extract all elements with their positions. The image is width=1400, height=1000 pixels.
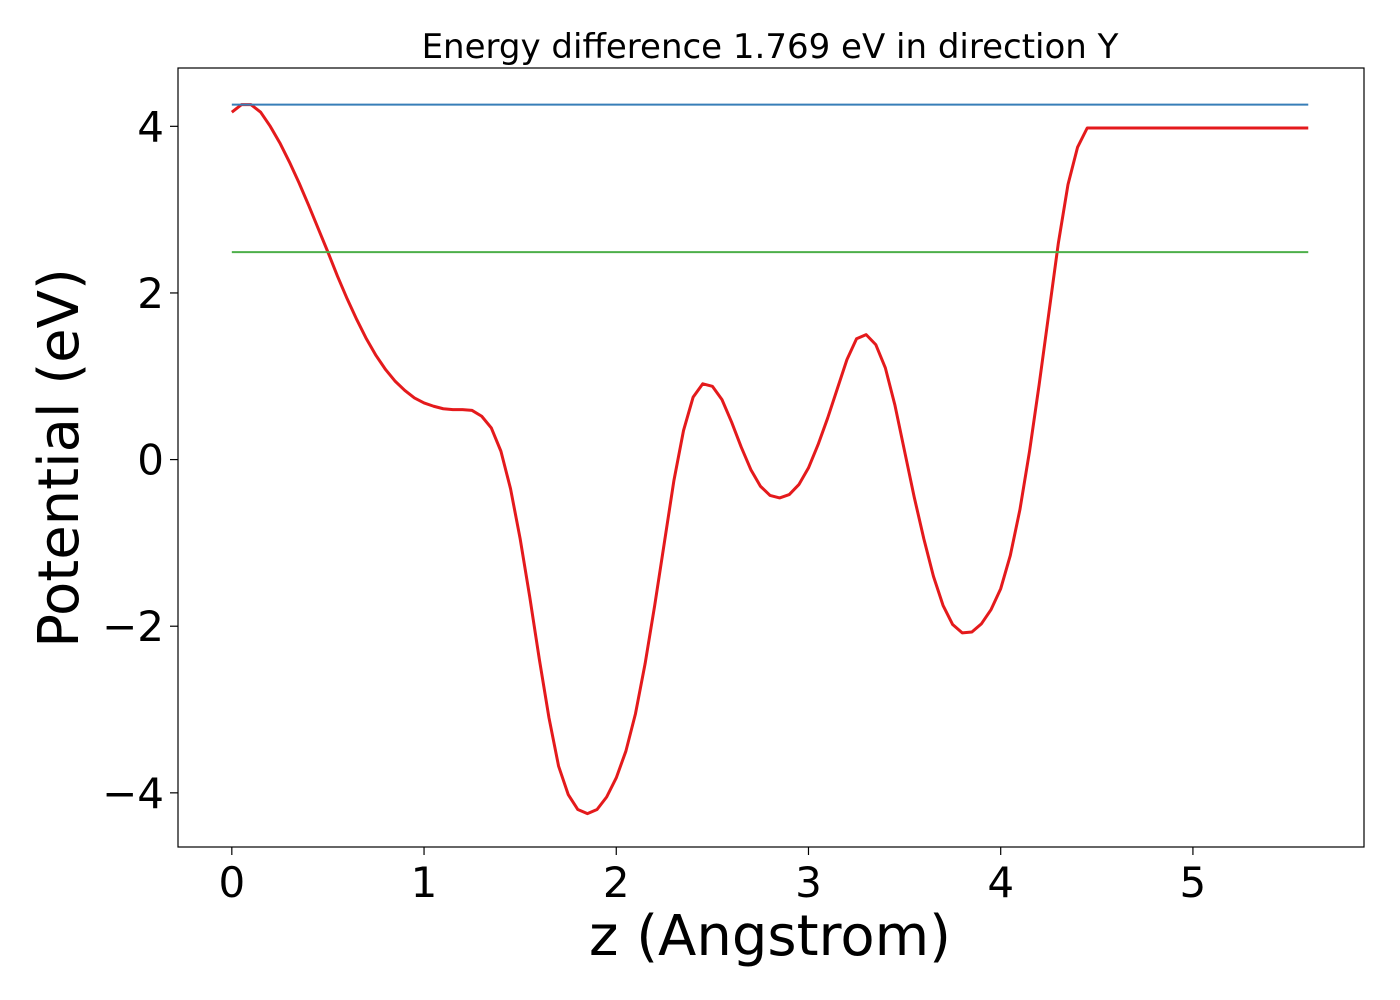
potential-line bbox=[230, 103, 1309, 816]
y-axis: −4 −2 0 2 4 bbox=[102, 102, 178, 818]
x-axis: 0 1 2 3 4 5 bbox=[218, 847, 1206, 907]
x-tick-label: 4 bbox=[987, 858, 1014, 907]
x-tick-label: 0 bbox=[218, 858, 245, 907]
x-tick-label: 1 bbox=[411, 858, 438, 907]
y-tick-label: 4 bbox=[137, 102, 164, 151]
y-tick-label: 2 bbox=[137, 269, 164, 318]
x-axis-title: z (Angstrom) bbox=[589, 904, 951, 969]
plot-area bbox=[177, 67, 1365, 848]
y-tick-label: −4 bbox=[102, 769, 164, 818]
y-tick-label: −2 bbox=[102, 602, 164, 651]
y-axis-title: Potential (eV) bbox=[27, 268, 92, 648]
plot-frame bbox=[177, 67, 1365, 848]
x-tick-label: 5 bbox=[1180, 858, 1207, 907]
chart-title: Energy difference 1.769 eV in direction … bbox=[422, 27, 1119, 67]
x-tick-label: 2 bbox=[603, 858, 630, 907]
x-tick-label: 3 bbox=[795, 858, 822, 907]
y-tick-label: 0 bbox=[137, 436, 164, 485]
